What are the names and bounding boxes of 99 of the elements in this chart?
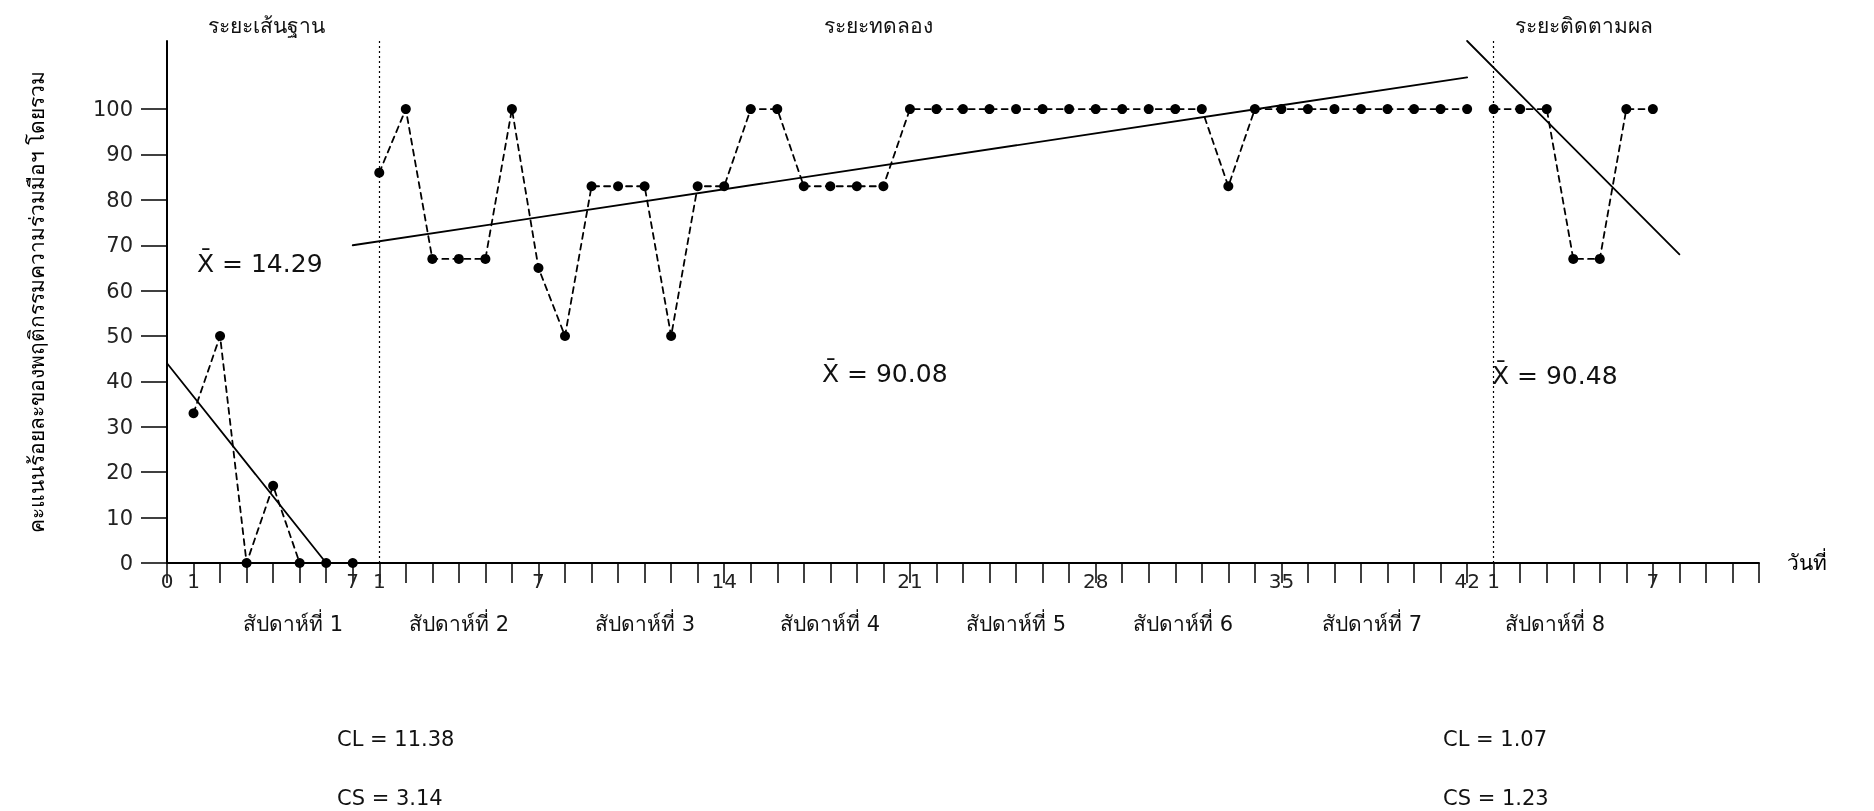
x-tick-label: 21 (897, 569, 923, 593)
x-tick-label: 0 (160, 569, 174, 593)
point (533, 262, 544, 273)
point (1594, 253, 1605, 264)
point (188, 408, 199, 419)
point (374, 167, 385, 178)
point (400, 104, 411, 115)
text: สัปดาห์ที่ 3 (594, 609, 696, 636)
x-tick-label: 7 (346, 569, 360, 593)
text: สัปดาห์ที่ 6 (1132, 609, 1234, 636)
point (294, 558, 305, 568)
point (480, 253, 491, 264)
point (1223, 181, 1234, 192)
annotation: X̄ = 14.29 (197, 247, 323, 278)
point (1568, 253, 1579, 264)
point (1515, 104, 1526, 115)
text: CL = 11.38 (337, 727, 455, 751)
point (719, 181, 730, 192)
y-tick-label: 60 (106, 278, 133, 303)
point (1329, 104, 1340, 115)
x-tick-label: 1 (187, 569, 200, 593)
point (1064, 104, 1075, 115)
text: สัปดาห์ที่ 5 (965, 609, 1067, 636)
text: สัปดาห์ที่ 8 (1504, 609, 1606, 636)
x-tick-label: 14 (711, 569, 737, 593)
point (321, 558, 332, 568)
y-tick-label: 30 (106, 414, 133, 439)
text: ระยะเส้นฐาน (207, 14, 325, 38)
point (1409, 104, 1420, 115)
point (215, 331, 226, 342)
point (666, 331, 677, 342)
point (1249, 104, 1260, 115)
point (268, 480, 279, 491)
y-axis-title: คะแนนร้อยละของพฤติกรรมความร่วมมือฯ โดยรวม (24, 70, 49, 534)
point (506, 104, 517, 115)
point (692, 181, 703, 192)
text: ระยะทดลอง (823, 14, 933, 38)
text: สัปดาห์ที่ 7 (1321, 609, 1423, 636)
annotation: X̄ = 90.48 (1492, 359, 1618, 390)
x-tick-label: 42 (1454, 569, 1480, 593)
point (798, 181, 809, 192)
point (1488, 104, 1499, 115)
x-tick-label: 28 (1082, 569, 1109, 593)
text: CL = 1.07 (1443, 727, 1548, 751)
point (931, 104, 942, 115)
point (1090, 104, 1101, 115)
point (586, 181, 597, 192)
point (851, 181, 862, 192)
text: CS = 1.23 (1443, 786, 1549, 810)
point (1435, 104, 1446, 115)
point (1621, 104, 1632, 115)
y-tick-label: 90 (106, 142, 133, 167)
point (613, 181, 624, 192)
point (1011, 104, 1022, 115)
y-tick-label: 50 (106, 324, 133, 349)
point (1302, 104, 1313, 115)
point (1117, 104, 1128, 115)
text: ระยะติดตามผล (1515, 14, 1653, 38)
point (772, 104, 783, 115)
y-tick-label: 20 (106, 460, 133, 485)
x-tick-label: 7 (1646, 569, 1660, 593)
x-tick-label: 7 (532, 569, 545, 593)
y-tick-label: 80 (106, 187, 133, 212)
point (560, 331, 570, 342)
point (453, 253, 464, 264)
point (825, 181, 836, 192)
y-tick-label: 0 (119, 551, 133, 575)
x-axis-title: วันที่ (1787, 548, 1827, 575)
point (1143, 104, 1154, 115)
y-tick-label: 100 (92, 97, 133, 122)
point (347, 558, 358, 568)
y-tick-label: 40 (106, 369, 133, 394)
x-tick-label: 1 (372, 569, 386, 593)
point (878, 181, 889, 192)
point (639, 181, 650, 192)
text: สัปดาห์ที่ 2 (408, 609, 510, 636)
point (1462, 104, 1473, 115)
point (427, 253, 438, 264)
y-tick-label: 70 (106, 233, 133, 258)
point (1170, 104, 1181, 115)
point (1382, 104, 1393, 115)
point (1037, 104, 1048, 115)
point (1276, 104, 1287, 115)
annotation: X̄ = 90.08 (822, 357, 948, 388)
point (984, 104, 995, 115)
point (904, 104, 915, 115)
point (241, 558, 252, 568)
point (1541, 104, 1552, 115)
point (1196, 104, 1207, 115)
text: สัปดาห์ที่ 1 (242, 609, 344, 636)
y-tick-label: 10 (106, 505, 133, 530)
text: สัปดาห์ที่ 4 (779, 609, 881, 636)
point (745, 104, 756, 115)
x-tick-label: 35 (1268, 569, 1295, 593)
point (1356, 104, 1366, 115)
point (958, 104, 968, 115)
text: CS = 3.14 (337, 786, 443, 810)
point (1647, 104, 1658, 115)
x-tick-label: 1 (1487, 569, 1501, 593)
